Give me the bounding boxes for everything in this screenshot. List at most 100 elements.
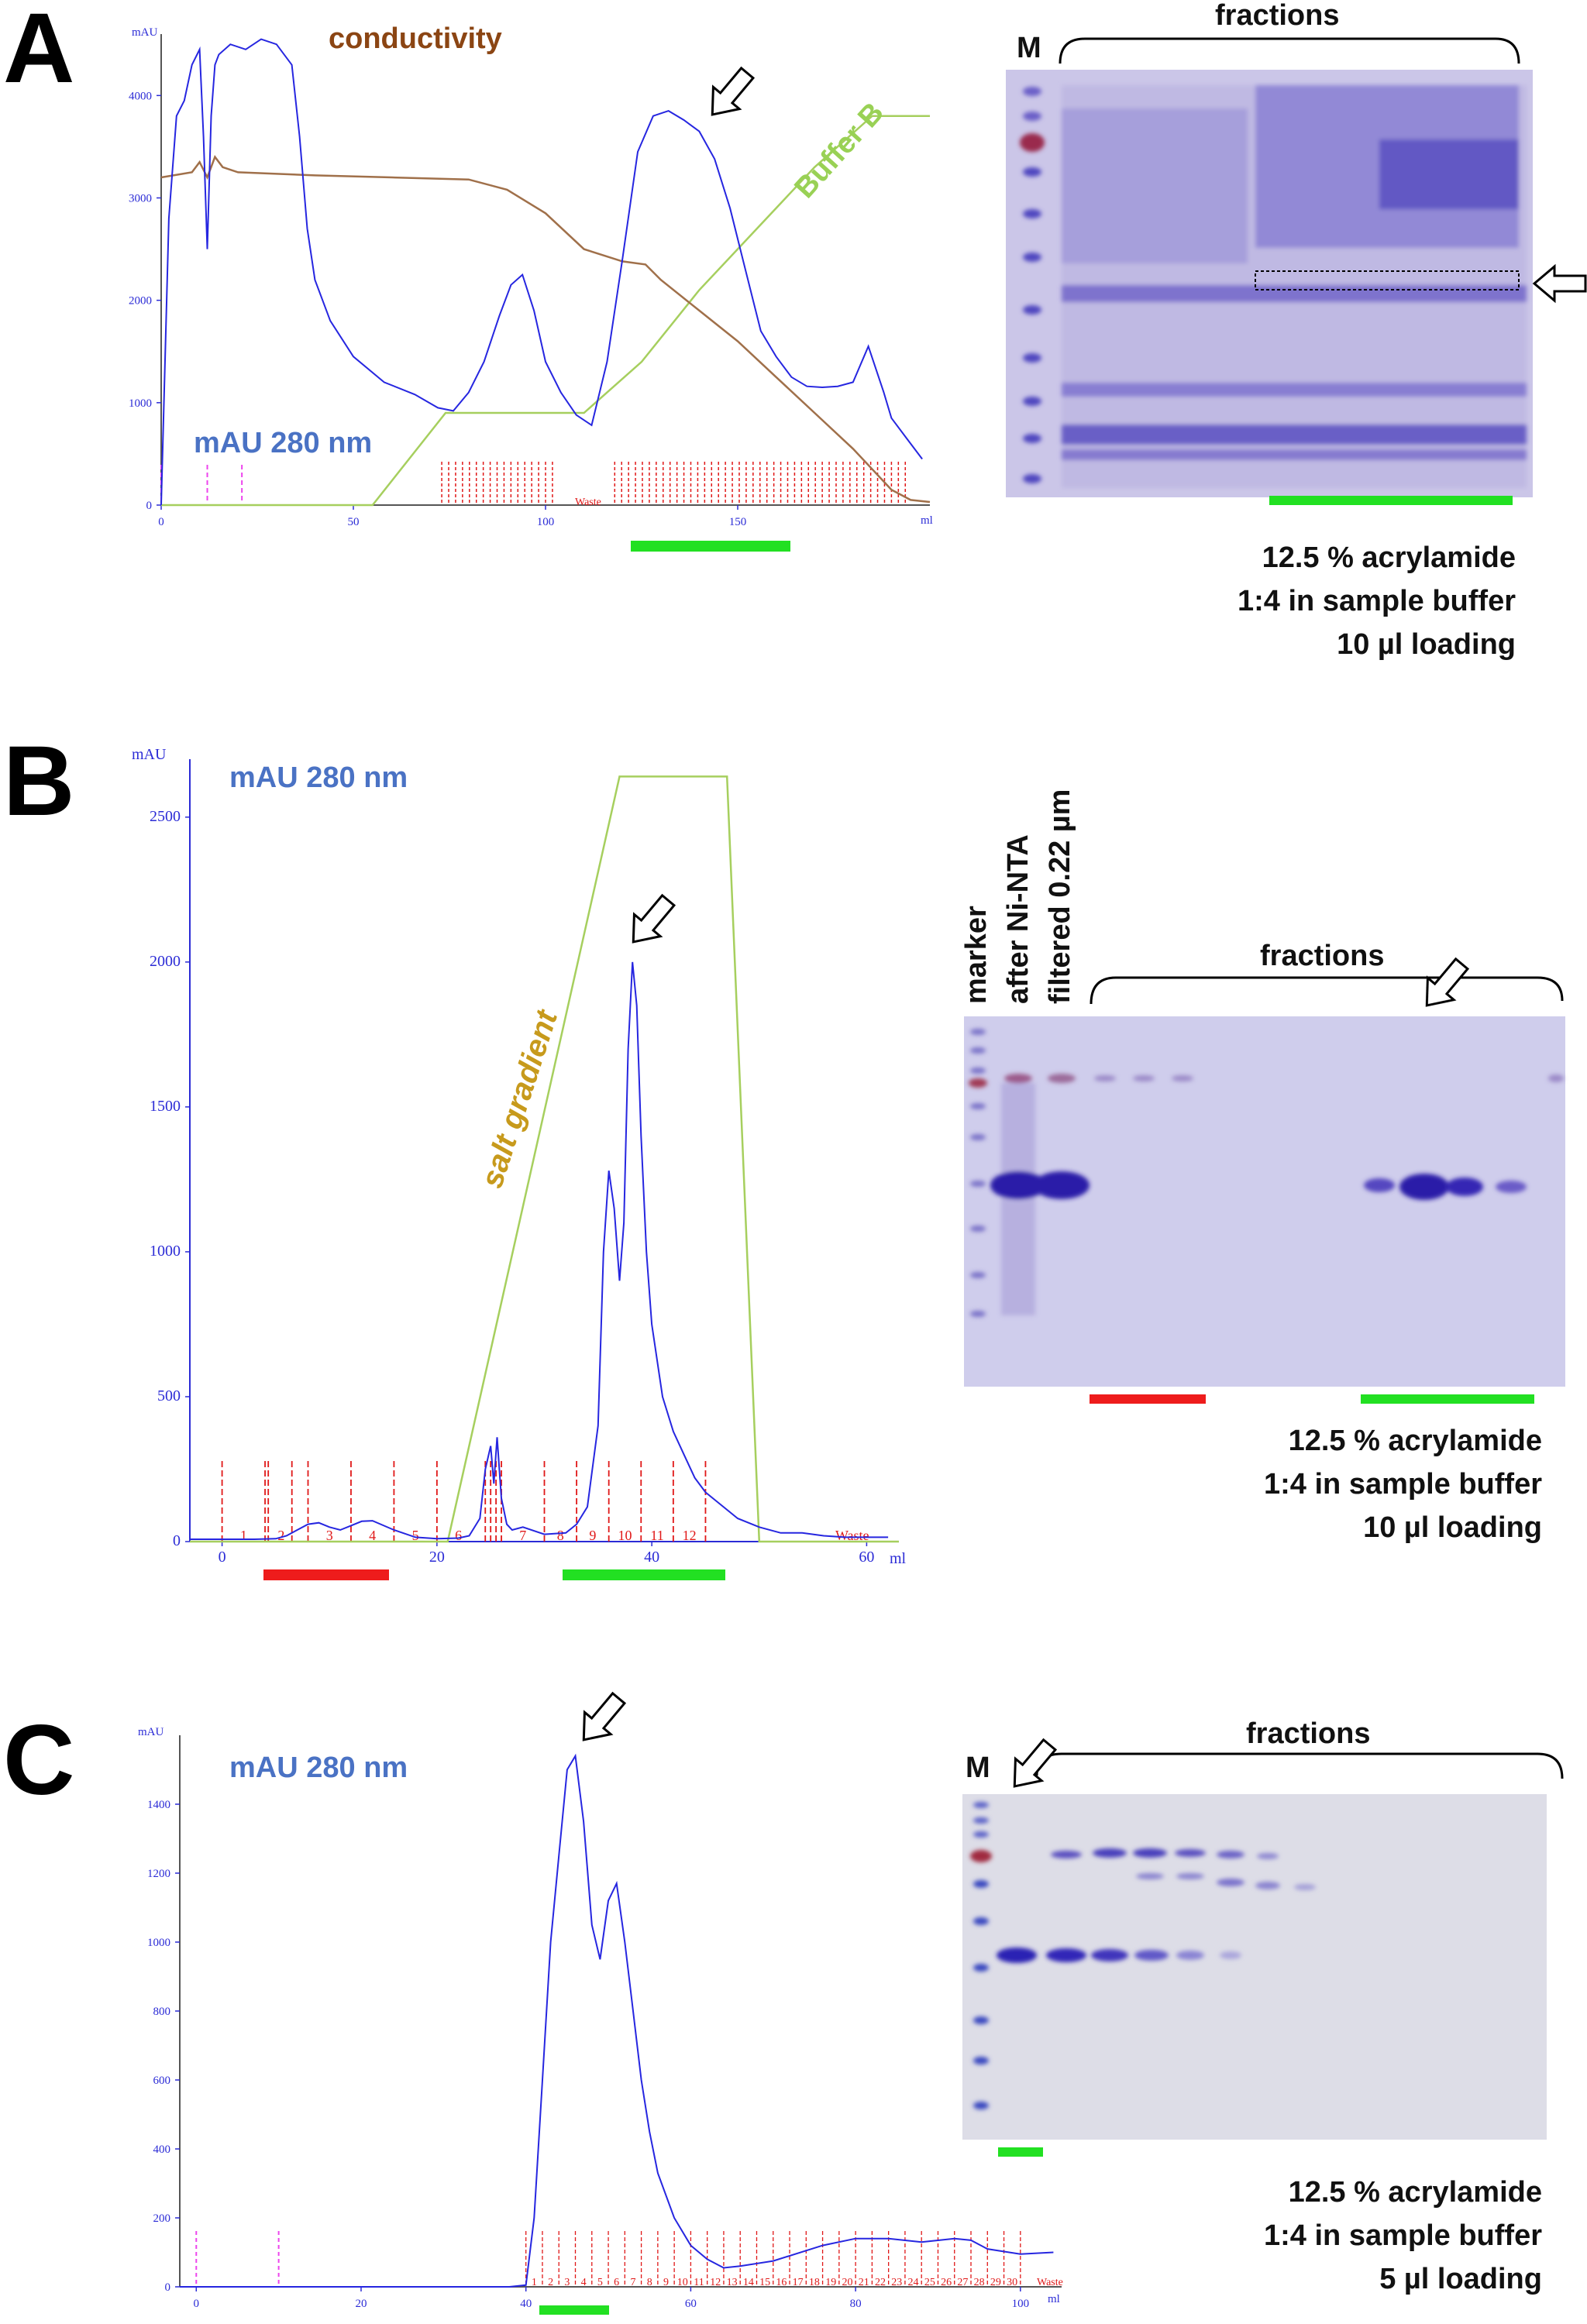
fraction-number: 20 — [842, 2277, 852, 2288]
chart-b-salt-gradient-line — [190, 775, 899, 1543]
gel-a-target-arrow-icon — [1532, 263, 1587, 304]
y-tick-label: 4000 — [129, 90, 152, 102]
y-tick-label: 600 — [153, 2075, 171, 2087]
gel-b-fractions-bracket — [1090, 976, 1564, 1005]
fraction-number: 16 — [776, 2277, 787, 2288]
fraction-number: 12 — [710, 2277, 721, 2288]
gel-a-note-2: 1:4 in sample buffer — [1238, 585, 1516, 617]
x-tick-label: 80 — [850, 2298, 862, 2310]
chart-c-y-unit: mAU — [138, 1726, 164, 1738]
y-tick-label: 1500 — [150, 1098, 181, 1115]
gel-b-pooled-range-bar — [1361, 1394, 1534, 1404]
chart-a-fraction-marks — [160, 462, 907, 504]
y-tick-label: 200 — [153, 2212, 171, 2225]
fraction-number: 9 — [589, 1528, 596, 1543]
chart-c-fraction-marks: 1 2 3 4 5 6 7 8 9 10 11 12 13 14 15 16 17 18 19 20 21 22 23 24 2… — [195, 2231, 1021, 2288]
chart-a-buffer-b-label: Buffer B — [788, 97, 890, 205]
gel-c-fractions-label: fractions — [1246, 1717, 1370, 1750]
fraction-number: 25 — [924, 2277, 935, 2288]
gel-b-note-1: 12.5 % acrylamide — [1289, 1425, 1542, 1457]
fraction-number: 22 — [875, 2277, 886, 2288]
fraction-number: 6 — [614, 2277, 619, 2288]
chart-b-discard-range-bar — [263, 1569, 389, 1580]
gel-c-target-arrow-icon — [1013, 1738, 1058, 1788]
chart-a-pooled-range-bar — [631, 541, 790, 552]
y-tick-label: 400 — [153, 2144, 171, 2156]
fraction-number: 11 — [650, 1528, 663, 1543]
fraction-number: 27 — [957, 2277, 968, 2288]
y-tick-label: 1400 — [147, 1799, 170, 1811]
chart-b-axes: mAU ml 0 500 1000 1500 2000 2500 0 20 40 60 — [132, 746, 907, 1567]
fraction-number: 5 — [597, 2277, 603, 2288]
chart-b-salt-gradient-label: salt gradient — [475, 1005, 565, 1191]
chart-a-absorbance-line — [160, 38, 923, 506]
x-tick-label: 20 — [355, 2298, 367, 2310]
chart-a-x-ticks: 0 50 100 150 — [158, 505, 746, 528]
fraction-number: 24 — [908, 2277, 919, 2288]
fraction-number: 4 — [581, 2277, 587, 2288]
chart-a-peak-arrow-icon — [711, 66, 756, 116]
fraction-number: 7 — [519, 1528, 526, 1543]
fraction-number: 3 — [564, 2277, 570, 2288]
gel-a: M fractions — [1006, 0, 1587, 661]
y-tick-label: 0 — [173, 1532, 181, 1549]
chart-c-y-ticks: 0 200 400 600 800 1000 1200 1400 — [147, 1799, 180, 2294]
gel-b: marker after Ni-NTA filtered 0.22 µm fra… — [960, 789, 1565, 1544]
fraction-number: 14 — [743, 2277, 754, 2288]
fraction-number: 1 — [532, 2277, 537, 2288]
y-tick-label: 0 — [146, 500, 153, 512]
gel-b-bands — [969, 1029, 1564, 1317]
gel-c-fractions-bracket — [1035, 1752, 1564, 1779]
x-tick-label: 40 — [644, 1549, 659, 1566]
fraction-number: 15 — [759, 2277, 770, 2288]
panel-a: A mAU ml 0 1000 2000 3000 4000 0 50 100 150 Was… — [3, 0, 1587, 661]
gel-c-note-3: 5 µl loading — [1379, 2263, 1542, 2295]
fraction-number: 12 — [683, 1528, 697, 1543]
gel-a-note-1: 12.5 % acrylamide — [1262, 541, 1516, 574]
chart-c-x-unit: ml — [1048, 2293, 1060, 2305]
x-tick-label: 50 — [348, 516, 360, 528]
y-tick-label: 0 — [165, 2281, 171, 2294]
gel-b-background — [964, 1016, 1565, 1387]
panel-letter-a: A — [3, 0, 74, 104]
x-tick-label: 60 — [859, 1549, 874, 1566]
gel-a-note-3: 10 µl loading — [1337, 628, 1516, 661]
chart-a-y-unit: mAU — [132, 26, 158, 39]
fraction-number: 10 — [677, 2277, 688, 2288]
gel-b-discard-range-bar — [1090, 1394, 1206, 1404]
chart-b-pooled-range-bar — [563, 1569, 725, 1580]
fraction-number: 5 — [412, 1528, 419, 1543]
x-tick-label: 0 — [219, 1549, 226, 1566]
chart-c-trace-label: mAU 280 nm — [229, 1752, 408, 1784]
gel-c-marker-label: M — [966, 1752, 990, 1784]
gel-c-note-2: 1:4 in sample buffer — [1264, 2219, 1542, 2252]
fraction-number: 11 — [694, 2277, 704, 2288]
fraction-number: 8 — [557, 1528, 564, 1543]
y-tick-label: 2000 — [150, 953, 181, 970]
gel-b-note-3: 10 µl loading — [1363, 1511, 1542, 1544]
chart-a-trace-label: mAU 280 nm — [194, 427, 372, 459]
y-tick-label: 500 — [157, 1387, 181, 1404]
x-tick-label: 100 — [1012, 2298, 1030, 2310]
gel-c-background — [962, 1794, 1547, 2140]
y-tick-label: 1000 — [150, 1243, 181, 1260]
fraction-number: 29 — [990, 2277, 1001, 2288]
fraction-number: 30 — [1007, 2277, 1017, 2288]
x-tick-label: 150 — [729, 516, 747, 528]
fraction-number: 28 — [974, 2277, 985, 2288]
chart-c-x-ticks: 0 20 40 60 80 100 — [194, 2287, 1030, 2310]
y-tick-label: 800 — [153, 2006, 171, 2018]
x-tick-label: 20 — [429, 1549, 445, 1566]
fraction-number: 8 — [647, 2277, 652, 2288]
y-tick-label: 1000 — [129, 397, 152, 410]
y-tick-label: 2000 — [129, 295, 152, 308]
fraction-number: 7 — [630, 2277, 635, 2288]
x-tick-label: 60 — [685, 2298, 697, 2310]
fraction-number: 4 — [369, 1528, 376, 1543]
fraction-number: 10 — [618, 1528, 632, 1543]
y-tick-label: 3000 — [129, 192, 152, 205]
fraction-number: 2 — [548, 2277, 553, 2288]
chart-b-trace-label: mAU 280 nm — [229, 761, 408, 794]
chart-a-buffer-b-line — [161, 115, 930, 507]
